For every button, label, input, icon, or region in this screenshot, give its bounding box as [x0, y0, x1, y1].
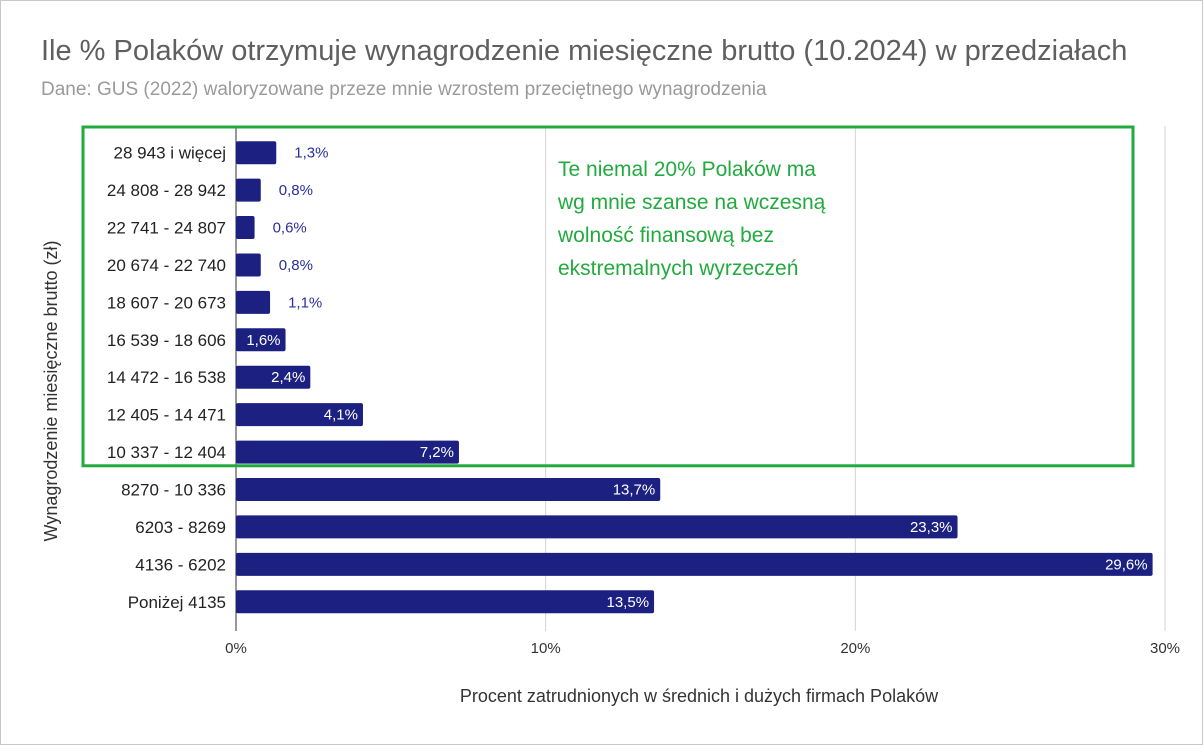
category-label: 6203 - 8269 — [135, 518, 226, 537]
data-label: 0,8% — [279, 182, 313, 199]
category-label: 28 943 i więcej — [114, 144, 226, 163]
bar — [236, 141, 277, 165]
x-tick-label: 10% — [531, 640, 561, 657]
data-label: 1,1% — [288, 294, 322, 311]
bar — [236, 515, 958, 539]
data-label: 0,6% — [273, 220, 307, 237]
category-label: 4136 - 6202 — [135, 555, 226, 574]
bar — [236, 590, 655, 614]
data-label: 7,2% — [420, 444, 454, 461]
category-label: 14 472 - 16 538 — [107, 368, 226, 387]
category-label: 18 607 - 20 673 — [107, 293, 226, 312]
x-tick-label: 0% — [225, 640, 247, 657]
category-label: 22 741 - 24 807 — [107, 219, 226, 238]
category-label: 20 674 - 22 740 — [107, 256, 226, 275]
bar — [236, 216, 255, 240]
data-label: 1,6% — [246, 332, 280, 349]
category-label: 10 337 - 12 404 — [107, 443, 226, 462]
data-label: 13,7% — [613, 481, 656, 498]
category-label: 12 405 - 14 471 — [107, 406, 226, 425]
data-label: 1,3% — [294, 145, 328, 162]
highlight-box — [81, 125, 1135, 468]
bar — [236, 328, 286, 352]
y-axis-title: Wynagrodzenie miesięczne brutto (zł) — [41, 241, 61, 542]
x-axis-title: Procent zatrudnionych w średnich i dużyc… — [460, 686, 939, 706]
annotation-line: wolność finansową bez — [557, 224, 774, 247]
x-tick-label: 30% — [1150, 640, 1180, 657]
bar — [236, 253, 261, 277]
bar — [236, 477, 661, 501]
data-label: 4,1% — [324, 407, 358, 424]
data-label: 23,3% — [910, 519, 953, 536]
bar — [236, 365, 311, 389]
chart-subtitle: Dane: GUS (2022) waloryzowane przeze mni… — [41, 79, 767, 100]
bar — [236, 290, 271, 314]
data-label: 0,8% — [279, 257, 313, 274]
bar — [236, 552, 1153, 576]
annotation-line: ekstremalnych wyrzeczeń — [558, 257, 798, 280]
bar — [236, 403, 363, 427]
bar — [236, 178, 261, 202]
bar — [236, 440, 459, 464]
category-label: Poniżej 4135 — [128, 593, 226, 612]
category-label: 24 808 - 28 942 — [107, 181, 226, 200]
data-label: 13,5% — [607, 594, 650, 611]
data-label: 2,4% — [271, 369, 305, 386]
category-label: 8270 - 10 336 — [121, 480, 226, 499]
data-label: 29,6% — [1105, 556, 1148, 573]
annotation-line: wg mnie szanse na wczesną — [557, 191, 826, 214]
chart-title: Ile % Polaków otrzymuje wynagrodzenie mi… — [41, 35, 1128, 67]
x-tick-label: 20% — [840, 640, 870, 657]
category-label: 16 539 - 18 606 — [107, 331, 226, 350]
annotation-line: Te niemal 20% Polaków ma — [558, 158, 816, 181]
